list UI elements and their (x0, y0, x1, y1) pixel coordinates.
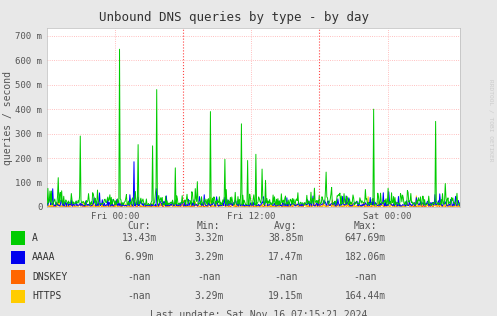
Text: RRDTOOL / TOBI OETIKER: RRDTOOL / TOBI OETIKER (489, 79, 494, 161)
Text: 17.47m: 17.47m (268, 252, 303, 262)
Text: Avg:: Avg: (274, 221, 298, 231)
Text: 3.32m: 3.32m (194, 233, 224, 243)
Text: Cur:: Cur: (127, 221, 151, 231)
Text: A: A (32, 233, 38, 243)
Text: 38.85m: 38.85m (268, 233, 303, 243)
Text: HTTPS: HTTPS (32, 291, 62, 301)
Text: -nan: -nan (274, 272, 298, 282)
Text: 6.99m: 6.99m (124, 252, 154, 262)
Text: -nan: -nan (127, 272, 151, 282)
Text: DNSKEY: DNSKEY (32, 272, 68, 282)
Text: Min:: Min: (197, 221, 221, 231)
Text: AAAA: AAAA (32, 252, 56, 262)
Text: Max:: Max: (353, 221, 377, 231)
Text: 182.06m: 182.06m (345, 252, 386, 262)
Text: -nan: -nan (127, 291, 151, 301)
Y-axis label: queries / second: queries / second (2, 71, 13, 165)
Text: 13.43m: 13.43m (122, 233, 157, 243)
Text: -nan: -nan (353, 272, 377, 282)
Text: 3.29m: 3.29m (194, 291, 224, 301)
Text: 3.29m: 3.29m (194, 252, 224, 262)
Text: 19.15m: 19.15m (268, 291, 303, 301)
Text: 647.69m: 647.69m (345, 233, 386, 243)
Text: -nan: -nan (197, 272, 221, 282)
Text: 164.44m: 164.44m (345, 291, 386, 301)
Text: Unbound DNS queries by type - by day: Unbound DNS queries by type - by day (98, 11, 369, 24)
Text: Last update: Sat Nov 16 07:15:21 2024: Last update: Sat Nov 16 07:15:21 2024 (150, 310, 367, 316)
